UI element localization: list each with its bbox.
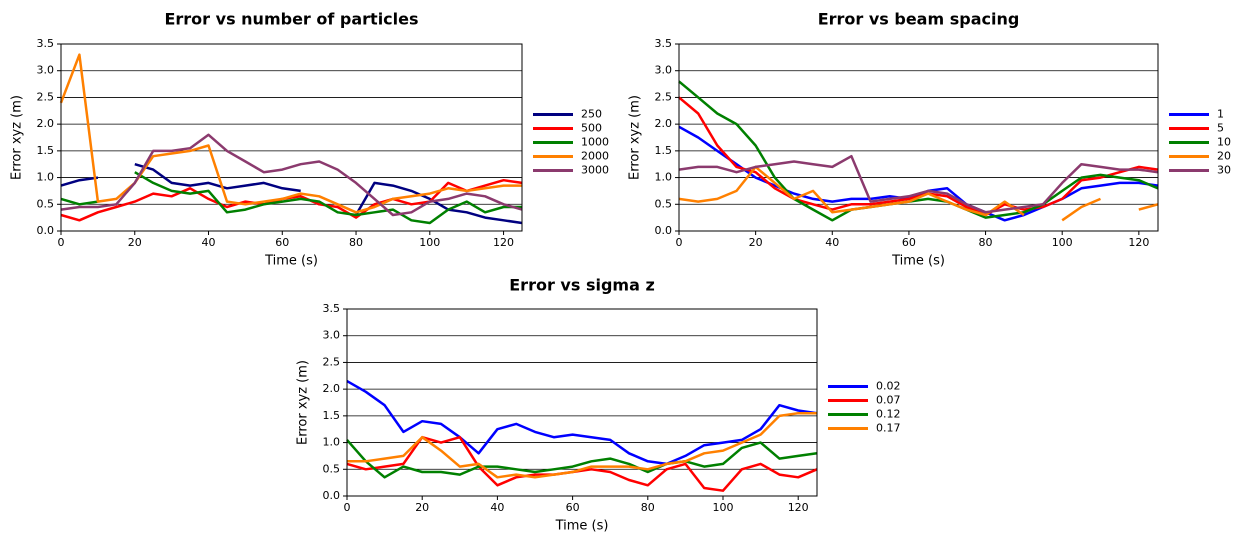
x-tick-label: 120 <box>493 236 514 249</box>
y-tick-label: 1.5 <box>655 144 673 157</box>
y-tick-label: 0.0 <box>655 224 673 237</box>
plot-frame <box>60 43 523 232</box>
y-tick-label: 0.5 <box>655 197 673 210</box>
y-tick-label: 2.5 <box>323 355 341 368</box>
series-line <box>678 80 1159 222</box>
x-tick-label: 100 <box>1052 236 1073 249</box>
x-tick-label: 20 <box>749 236 763 249</box>
series-line <box>60 133 523 217</box>
y-tick-label: 0.0 <box>323 489 341 502</box>
series-line <box>347 411 817 479</box>
legend-label: 2000 <box>581 150 609 163</box>
y-tick-label: 2.5 <box>655 90 673 103</box>
x-tick-label: 20 <box>415 501 429 514</box>
x-axis-label: Time (s) <box>264 254 318 269</box>
legend-label: 1 <box>1217 108 1224 121</box>
legend-label: 10 <box>1217 136 1231 149</box>
x-tick-label: 0 <box>58 236 65 249</box>
y-tick-label: 3.5 <box>655 37 673 50</box>
series-line <box>60 171 522 225</box>
y-tick-label: 3.5 <box>323 302 341 315</box>
y-axis-label: Error xyz (m) <box>296 360 311 445</box>
x-tick-label: 60 <box>566 501 580 514</box>
legend-label: 30 <box>1217 164 1231 177</box>
legend-label: 0.12 <box>876 408 901 421</box>
x-tick-label: 20 <box>128 236 142 249</box>
y-tick-label: 1.0 <box>655 171 673 184</box>
x-axis-label: Time (s) <box>891 254 945 269</box>
y-tick-label: 1.5 <box>323 409 341 422</box>
x-tick-label: 0 <box>344 501 351 514</box>
y-tick-label: 3.5 <box>37 37 55 50</box>
y-tick-label: 3.0 <box>37 64 55 77</box>
y-tick-label: 0.5 <box>323 462 341 475</box>
y-tick-label: 3.0 <box>323 329 341 342</box>
y-tick-label: 0.5 <box>37 197 55 210</box>
series-line <box>678 165 1159 222</box>
y-tick-label: 1.5 <box>37 144 55 157</box>
x-tick-label: 60 <box>275 236 289 249</box>
x-tick-label: 0 <box>676 236 683 249</box>
legend-label: 20 <box>1217 150 1231 163</box>
x-tick-label: 40 <box>202 236 216 249</box>
series-line <box>346 380 818 466</box>
x-axis-label: Time (s) <box>555 519 609 534</box>
plot-area <box>679 44 1158 231</box>
x-tick-label: 120 <box>788 501 809 514</box>
y-tick-label: 1.0 <box>37 171 55 184</box>
y-tick-label: 2.0 <box>323 382 341 395</box>
x-tick-label: 40 <box>825 236 839 249</box>
series-line <box>60 163 523 225</box>
chart-title: Error vs sigma z <box>509 276 655 295</box>
plot-frame <box>346 308 818 497</box>
series-line <box>346 439 818 479</box>
y-tick-label: 3.0 <box>655 64 673 77</box>
plot-frame <box>678 43 1159 232</box>
legend-label: 0.02 <box>876 380 901 393</box>
y-tick-label: 1.0 <box>323 436 341 449</box>
legend-label: 0.17 <box>876 422 901 435</box>
series-line <box>678 154 1159 214</box>
legend-label: 5 <box>1217 122 1224 135</box>
x-tick-label: 80 <box>641 501 655 514</box>
y-tick-label: 2.0 <box>37 117 55 130</box>
y-axis-label: Error xyz (m) <box>628 95 643 180</box>
series-line <box>60 178 523 222</box>
x-tick-label: 60 <box>902 236 916 249</box>
x-tick-label: 40 <box>490 501 504 514</box>
x-tick-label: 80 <box>979 236 993 249</box>
y-tick-label: 2.0 <box>655 117 673 130</box>
legend-label: 0.07 <box>876 394 901 407</box>
chart-title: Error vs beam spacing <box>818 10 1020 29</box>
x-tick-label: 100 <box>713 501 734 514</box>
y-tick-label: 2.5 <box>37 90 55 103</box>
x-tick-label: 100 <box>419 236 440 249</box>
legend-label: 1000 <box>581 136 609 149</box>
y-axis-label: Error xyz (m) <box>10 95 25 180</box>
y-tick-label: 0.0 <box>37 224 55 237</box>
legend-label: 250 <box>581 108 602 121</box>
series-line <box>678 125 1159 222</box>
chart-title: Error vs number of particles <box>164 10 418 29</box>
x-tick-label: 120 <box>1128 236 1149 249</box>
legend-label: 3000 <box>581 164 609 177</box>
x-tick-label: 80 <box>349 236 363 249</box>
legend-label: 500 <box>581 122 602 135</box>
